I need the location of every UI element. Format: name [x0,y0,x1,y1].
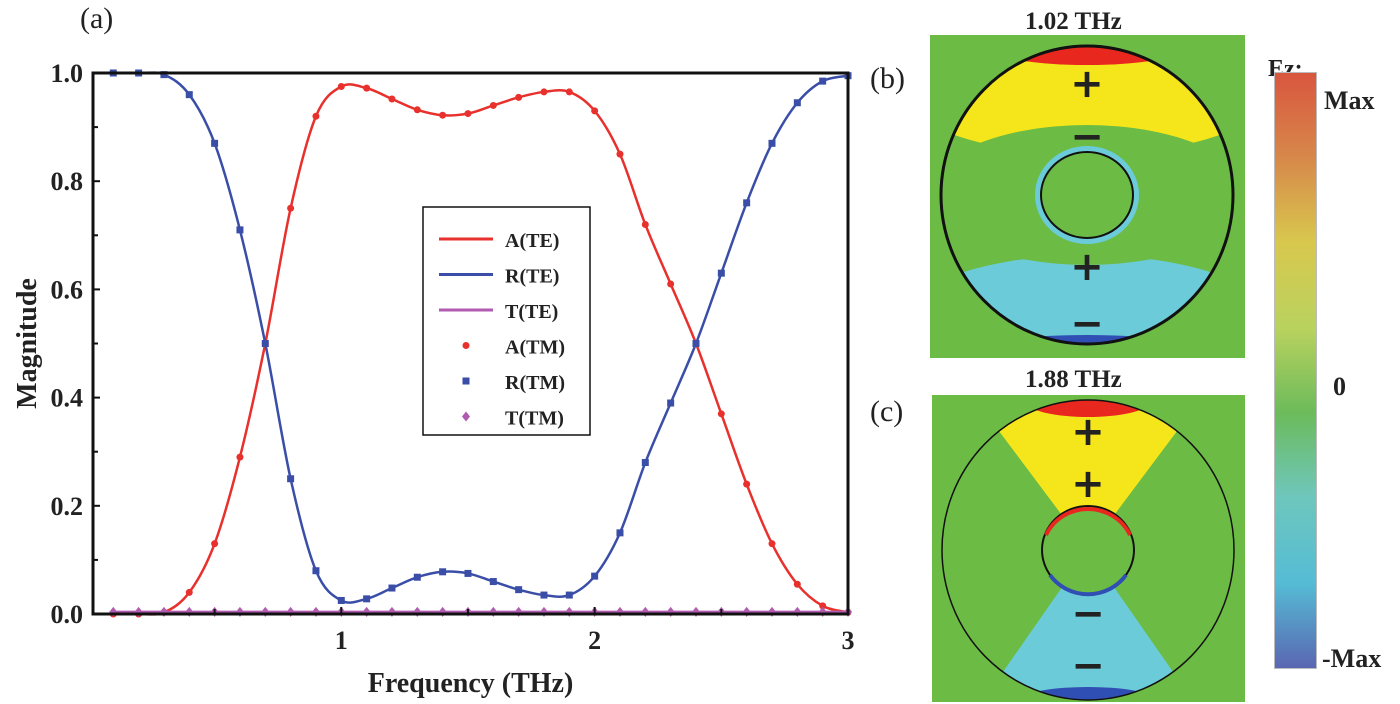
data-point-R(TM) [667,399,675,407]
data-point-A(TM) [337,83,345,91]
y-tick-label: 0.4 [51,384,84,413]
y-axis-label: Magnitude [12,278,43,409]
data-point-R(TM) [160,71,168,79]
data-point-A(TM) [464,110,472,118]
y-tick-label: 0.8 [51,167,84,196]
legend-marker [462,411,470,422]
data-point-A(TM) [540,88,548,96]
field-map-c: + + − − [932,395,1245,702]
data-point-A(TM) [439,111,447,119]
data-point-R(TM) [616,529,624,537]
data-point-A(TM) [413,106,421,114]
map-b-title: 1.02 THz [1025,8,1122,35]
x-axis-label: Frequency (THz) [368,668,574,699]
data-point-A(TM) [768,540,776,548]
data-point-R(TM) [413,573,421,581]
data-point-A(TM) [236,453,244,461]
data-point-R(TM) [743,199,751,207]
data-point-R(TM) [540,591,548,599]
data-point-R(TM) [388,584,396,592]
colorbar-zero: 0 [1333,372,1346,401]
y-tick-label: 0.6 [51,275,84,304]
minus-sign: − [1071,591,1105,637]
legend-marker [462,377,470,385]
data-point-R(TM) [489,578,497,586]
data-point-R(TM) [439,568,447,576]
data-point-R(TM) [793,99,801,107]
legend-label: A(TE) [505,230,559,252]
plus-sign: + [1071,409,1105,455]
data-point-R(TM) [261,340,269,347]
data-point-A(TM) [717,410,725,418]
data-point-A(TM) [287,204,295,212]
colorbar-max: Max [1324,86,1375,115]
minus-sign: − [1070,114,1104,160]
legend-label: A(TM) [505,337,565,359]
data-point-A(TM) [185,588,193,596]
y-tick-label: 0.2 [51,492,84,521]
data-point-A(TM) [819,602,827,610]
plus-sign: + [1071,461,1105,507]
data-point-A(TM) [312,112,320,120]
data-point-R(TM) [287,475,295,483]
legend-box [422,206,591,436]
data-point-A(TM) [388,95,396,103]
data-point-R(TM) [641,459,649,467]
data-point-A(TM) [489,101,497,109]
panel-label-a: (a) [80,2,114,35]
plus-sign: + [1070,61,1104,107]
data-point-R(TM) [185,91,193,99]
panel-label-c: (c) [870,395,904,428]
data-point-R(TM) [591,572,599,580]
y-tick-label: 0.0 [51,600,84,629]
y-tick-label: 1.0 [51,59,84,88]
x-tick-label: 1 [335,626,348,655]
data-point-R(TM) [337,596,345,604]
data-point-R(TM) [515,586,523,594]
minus-sign: − [1071,643,1105,689]
data-point-R(TM) [312,567,320,575]
data-point-R(TM) [464,569,472,577]
plus-sign: + [1070,244,1104,290]
data-point-A(TM) [641,220,649,228]
data-point-R(TM) [768,139,776,147]
data-point-R(TM) [363,595,371,603]
data-point-R(TM) [692,340,700,347]
panel-label-b: (b) [870,62,905,95]
x-tick-label: 3 [842,626,855,655]
colorbar-min: -Max [1322,644,1382,673]
data-point-R(TM) [717,269,725,277]
data-point-R(TM) [565,591,573,599]
x-tick-label: 2 [588,626,601,655]
legend-label: R(TM) [505,372,565,394]
data-point-A(TM) [363,84,371,92]
data-point-A(TM) [211,540,219,548]
data-point-A(TM) [667,280,675,288]
field-map-b: + − + − [930,35,1245,358]
data-point-R(TM) [819,77,827,85]
data-point-A(TM) [565,88,573,96]
data-point-R(TM) [211,139,219,147]
spectrum-chart: 0.0 0.2 0.4 0.6 0.8 1.0 1 2 3 Frequency (THz) Magn… [12,59,855,699]
data-point-A(TM) [515,93,523,101]
map-c-title: 1.88 THz [1025,366,1122,393]
data-point-R(TM) [236,226,244,234]
data-point-A(TM) [793,580,801,588]
legend-label: T(TM) [505,408,564,430]
legend-label: R(TE) [505,266,559,288]
data-point-A(TM) [616,150,624,158]
minus-sign: − [1070,301,1104,347]
data-point-A(TM) [743,480,751,488]
data-point-A(TM) [591,107,599,115]
legend-label: T(TE) [505,301,558,323]
colorbar [1274,72,1317,669]
legend-marker [462,342,470,349]
